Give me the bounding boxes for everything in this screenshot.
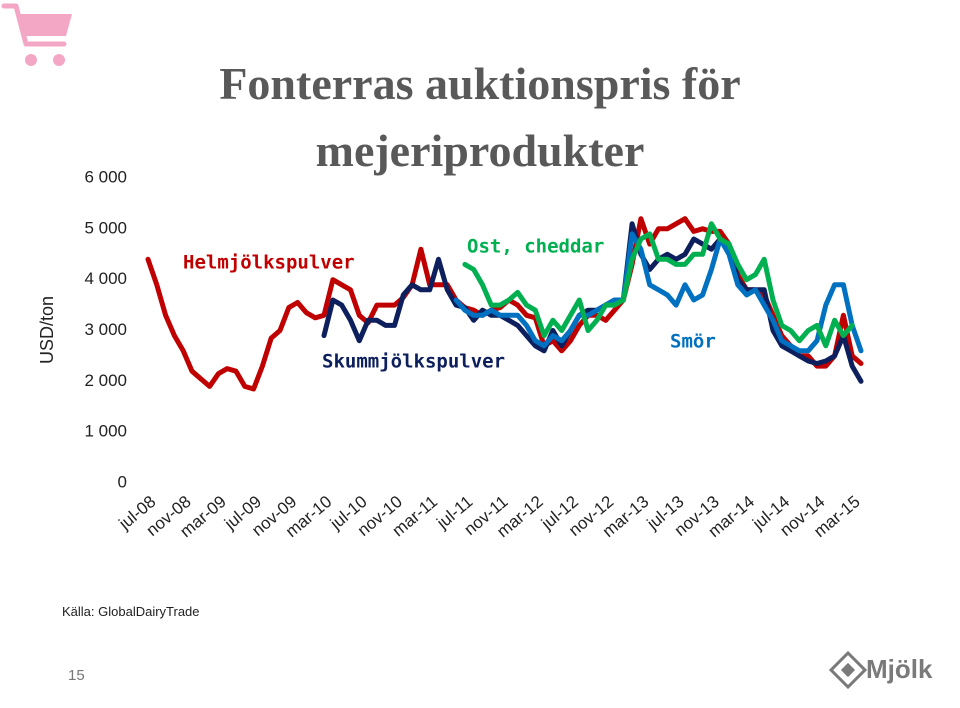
series-label: Smör (670, 331, 716, 353)
series-label: Helmjölkspulver (183, 252, 355, 274)
y-tick-label: 1 000 (84, 422, 127, 441)
y-tick-label: 0 (118, 472, 127, 491)
y-tick-label: 3 000 (84, 320, 127, 339)
series-label: Skummjölkspulver (322, 351, 505, 373)
series-line (462, 221, 855, 349)
cart-icon (1, 3, 72, 66)
source: Källa: GlobalDairyTrade (62, 604, 200, 619)
y-tick-label: 6 000 (84, 167, 127, 186)
page-number: 15 (68, 667, 85, 684)
y-axis-label: USD/ton (37, 296, 57, 364)
logo-icon (828, 650, 868, 690)
y-tick-label: 5 000 (84, 218, 127, 237)
series-label: Ost, cheddar (467, 236, 604, 258)
series-line (453, 231, 864, 354)
logo-text: Mjölk (866, 654, 933, 684)
y-tick-label: 4 000 (84, 269, 127, 288)
y-tick-label: 2 000 (84, 371, 127, 390)
chart-title: Fonterras auktionspris för mejeriprodukt… (219, 58, 741, 176)
